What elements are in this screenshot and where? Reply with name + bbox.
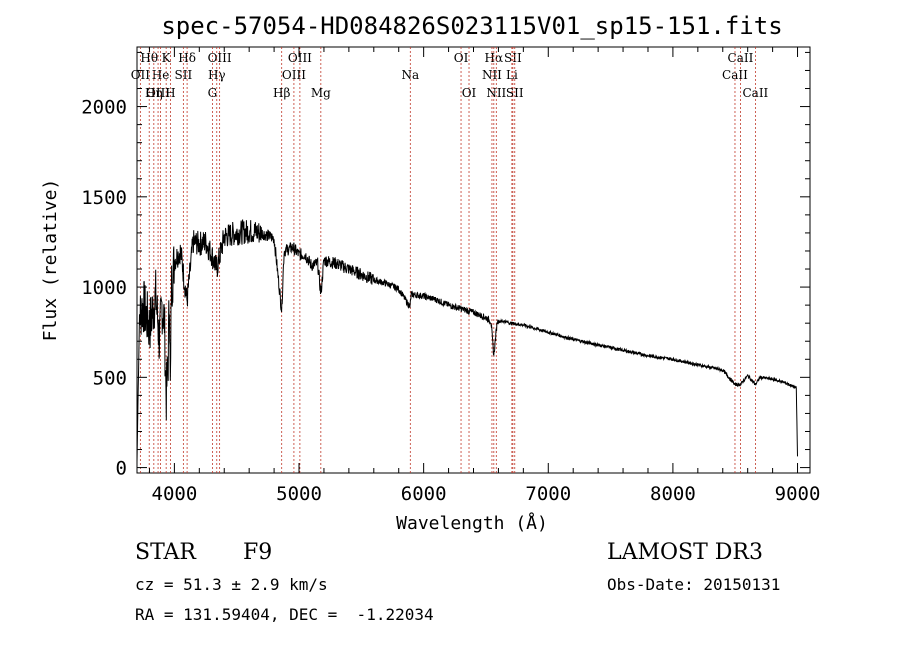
x-axis-ticks: 4000 5000 6000 7000 8000 9000 — [148, 47, 821, 505]
x-tick-label: 6000 — [401, 483, 447, 505]
line-label: CaII — [742, 86, 768, 100]
x-tick-label: 4000 — [152, 483, 198, 505]
y-axis-label: Flux (relative) — [40, 179, 61, 342]
spectrum-line — [136, 219, 798, 463]
plot-frame — [136, 46, 811, 474]
survey-label: LAMOST DR3 — [607, 540, 763, 565]
line-label: K — [162, 51, 172, 65]
line-label: SII — [175, 68, 193, 82]
line-label: SII — [506, 86, 524, 100]
line-label: Hβ — [273, 86, 290, 100]
object-class: STAR — [135, 540, 196, 565]
line-label: OI — [454, 51, 469, 65]
line-label: Hα — [485, 51, 504, 65]
line-label: Hη — [145, 86, 163, 100]
x-tick-label: 7000 — [525, 483, 571, 505]
line-label: Na — [401, 68, 419, 82]
line-label: Mg — [311, 86, 331, 100]
x-tick-label: 9000 — [775, 483, 821, 505]
y-tick-label: 2000 — [81, 97, 127, 119]
line-label: H — [165, 86, 175, 100]
x-axis-label: Wavelength (Å) — [396, 512, 548, 534]
line-markers: Hθ OII OIII K He Hη H Hδ SII OIII Hγ G Hβ OIII OIII Mg N… — [131, 47, 769, 473]
line-label: Li — [506, 68, 518, 82]
y-tick-label: 500 — [93, 367, 127, 389]
observation-date: Obs-Date: 20150131 — [607, 575, 781, 594]
line-label: OIII — [146, 86, 170, 100]
x-tick-label: 8000 — [650, 483, 696, 505]
ra-dec-coordinates: RA = 131.59404, DEC = -1.22034 — [135, 605, 434, 624]
object-subclass: F9 — [243, 540, 273, 565]
line-label: He — [152, 68, 170, 82]
line-label: CaII — [728, 51, 754, 65]
line-label: Hγ — [208, 68, 226, 82]
line-label: Hδ — [178, 51, 196, 65]
line-label: SII — [504, 51, 522, 65]
y-tick-label: 1000 — [81, 277, 127, 299]
y-tick-label: 0 — [116, 458, 127, 480]
line-label: OIII — [282, 68, 306, 82]
line-label: OIII — [208, 51, 232, 65]
line-label: Hθ — [140, 51, 158, 65]
x-tick-label: 5000 — [276, 483, 322, 505]
line-label: CaII — [722, 68, 748, 82]
line-label: OIII — [288, 51, 312, 65]
line-label: G — [208, 86, 218, 100]
y-axis-ticks: 0 500 1000 1500 2000 — [81, 51, 810, 480]
line-label: OI — [462, 86, 477, 100]
y-tick-label: 1500 — [81, 187, 127, 209]
line-label: NII — [486, 86, 506, 100]
line-label: NII — [482, 68, 502, 82]
chart-title: spec-57054-HD084826S023115V01_sp15-151.f… — [161, 12, 782, 40]
line-label: OII — [131, 68, 151, 82]
spectrum-chart: spec-57054-HD084826S023115V01_sp15-151.f… — [40, 12, 821, 534]
spectrum-trace — [136, 219, 798, 463]
redshift-cz: cz = 51.3 ± 2.9 km/s — [135, 575, 328, 594]
